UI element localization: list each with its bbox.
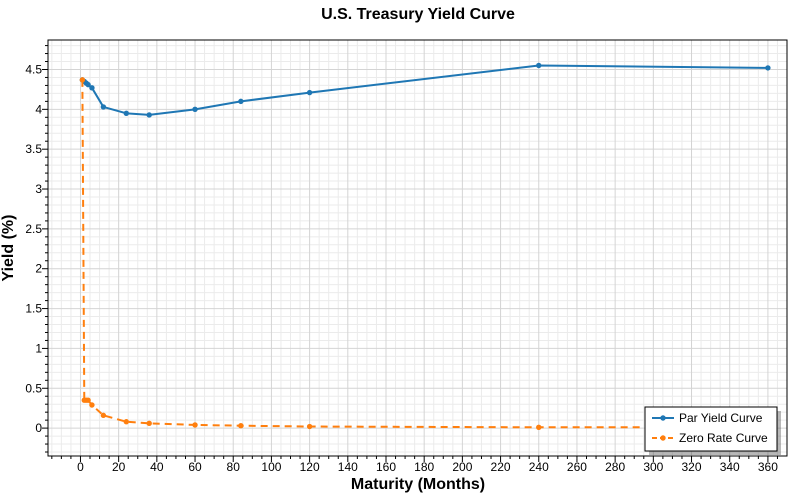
par-yield-curve-point xyxy=(306,89,313,96)
x-tick-label: 80 xyxy=(227,460,241,474)
x-tick-label: 140 xyxy=(338,460,358,474)
par-yield-curve-point xyxy=(89,85,95,91)
x-tick-label: 160 xyxy=(376,460,396,474)
series-layer xyxy=(79,62,771,431)
y-tick-label: 0.5 xyxy=(25,381,42,395)
x-tick-label: 260 xyxy=(567,460,587,474)
legend: Par Yield Curve Zero Rate Curve xyxy=(644,406,781,455)
plot-area-frame xyxy=(47,39,788,457)
y-tick-label: 2.5 xyxy=(25,222,42,236)
par-yield-curve-point xyxy=(192,106,198,113)
y-tick-label: 1 xyxy=(35,341,42,355)
y-tick-label: 4 xyxy=(35,102,42,116)
x-axis-label: Maturity (Months) xyxy=(351,476,485,493)
x-tick-label: 240 xyxy=(529,460,549,474)
zero-rate-curve-point xyxy=(79,77,86,83)
x-tick-label: 100 xyxy=(261,460,281,474)
x-tick-label: 280 xyxy=(605,460,625,474)
x-tick-label: 20 xyxy=(112,460,126,474)
par-yield-curve-point xyxy=(123,110,129,117)
x-tick-label: 120 xyxy=(300,460,320,474)
par-yield-curve-point xyxy=(536,62,542,69)
zero-rate-curve-point xyxy=(89,402,95,408)
zero-rate-curve-point xyxy=(85,397,91,403)
grid-layer xyxy=(48,40,787,456)
zero-rate-curve-point xyxy=(100,412,107,419)
par-yield-curve-point xyxy=(85,81,91,88)
y-tick-label: 0 xyxy=(35,421,42,435)
par-yield-curve-point xyxy=(765,65,771,71)
x-tick-label: 40 xyxy=(150,460,164,474)
par-yield-curve-point xyxy=(100,104,107,110)
y-axis-label: Yield (%) xyxy=(0,215,17,282)
chart-title: U.S. Treasury Yield Curve xyxy=(321,6,515,23)
legend-label-zero-rate: Zero Rate Curve xyxy=(679,431,768,445)
y-tick-label: 4.5 xyxy=(25,62,42,76)
x-tick-label: 320 xyxy=(682,460,702,474)
x-tick-label: 340 xyxy=(720,460,740,474)
par-yield-curve-point xyxy=(238,98,244,105)
x-tick-label: 0 xyxy=(77,460,84,474)
zero-rate-curve-point xyxy=(146,420,152,427)
x-tick-label: 60 xyxy=(188,460,202,474)
par-yield-curve-point xyxy=(146,112,152,118)
zero-rate-curve-point xyxy=(123,419,129,425)
y-tick-label: 3 xyxy=(35,182,42,196)
legend-box xyxy=(644,406,778,452)
axes-layer: 0 20 40 60 80 100 120 140 160 180 200 220 240 260 280 3… xyxy=(25,45,778,474)
x-tick-label: 360 xyxy=(758,460,778,474)
zero-rate-curve-point xyxy=(306,423,313,430)
zero-rate-curve-point xyxy=(192,422,198,428)
legend-marker-par-yield xyxy=(660,415,666,421)
y-tick-label: 3.5 xyxy=(25,142,42,156)
legend-marker-zero-rate xyxy=(660,435,666,441)
zero-rate-curve-point xyxy=(238,423,244,429)
legend-label-par-yield: Par Yield Curve xyxy=(679,411,763,425)
y-tick-label: 2 xyxy=(35,262,42,276)
x-tick-label: 180 xyxy=(414,460,434,474)
x-tick-label: 300 xyxy=(643,460,663,474)
zero-rate-curve-point xyxy=(536,424,542,431)
y-tick-label: 1.5 xyxy=(25,302,42,316)
x-tick-label: 200 xyxy=(452,460,472,474)
x-tick-label: 220 xyxy=(491,460,511,474)
